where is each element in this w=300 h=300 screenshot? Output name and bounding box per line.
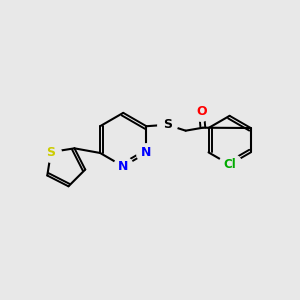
Text: S: S	[163, 118, 172, 131]
Text: N: N	[118, 160, 128, 173]
Text: Cl: Cl	[223, 158, 236, 171]
Text: S: S	[46, 146, 56, 159]
Text: N: N	[141, 146, 152, 160]
Text: O: O	[196, 105, 207, 118]
